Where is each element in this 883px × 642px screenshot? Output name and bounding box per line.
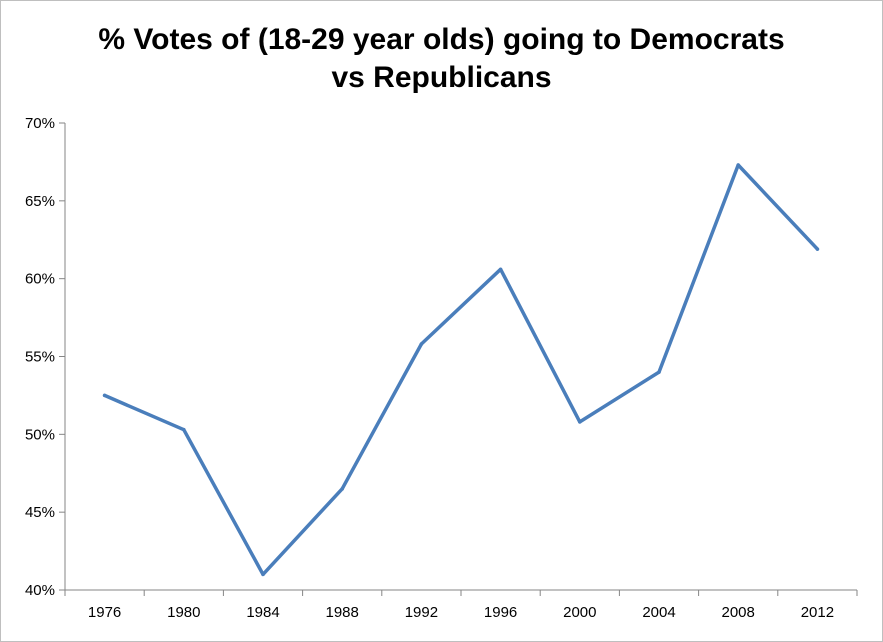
series-group [102,163,820,577]
data-point-2004 [657,370,661,374]
data-point-1988 [340,487,344,491]
chart-title-line-2: vs Republicans [331,61,552,94]
y-tick-label: 45% [25,504,55,521]
y-tick-label: 60% [25,271,55,288]
y-tick-label: 55% [25,349,55,366]
data-point-1984 [261,572,265,577]
y-tick-label: 70% [25,115,55,132]
x-tick-label: 2012 [801,604,834,621]
x-tick-label: 2000 [563,604,596,621]
data-point-2000 [578,420,582,424]
data-point-2012 [815,247,820,251]
y-tick-label: 65% [25,193,55,210]
series-line [102,163,820,577]
data-point-1980 [182,427,186,432]
data-point-1996 [498,267,503,272]
data-point-1992 [419,342,424,346]
chart-title: % Votes of (18-29 year olds) going to De… [1,21,882,97]
x-axis: 1976 1980 1984 1988 1992 1996 2000 2004 2008 2012 [64,589,858,621]
y-axis: 40% 45% 50% 55% 60% 65% 70% [25,115,66,599]
x-tick-label: 1980 [167,604,200,621]
data-point-1976 [102,393,107,398]
y-tick-label: 40% [25,582,55,599]
x-tick-label: 1992 [405,604,438,621]
x-tick-label: 1988 [326,604,359,621]
x-tick-label: 2008 [722,604,755,621]
x-tick-label: 1976 [88,604,121,621]
y-tick-label: 50% [25,426,55,443]
x-tick-label: 2004 [642,604,675,621]
x-tick-label: 1996 [484,604,517,621]
data-point-2008 [736,163,740,167]
x-tick-label: 1984 [246,604,279,621]
chart-title-line-1: % Votes of (18-29 year olds) going to De… [98,23,785,56]
